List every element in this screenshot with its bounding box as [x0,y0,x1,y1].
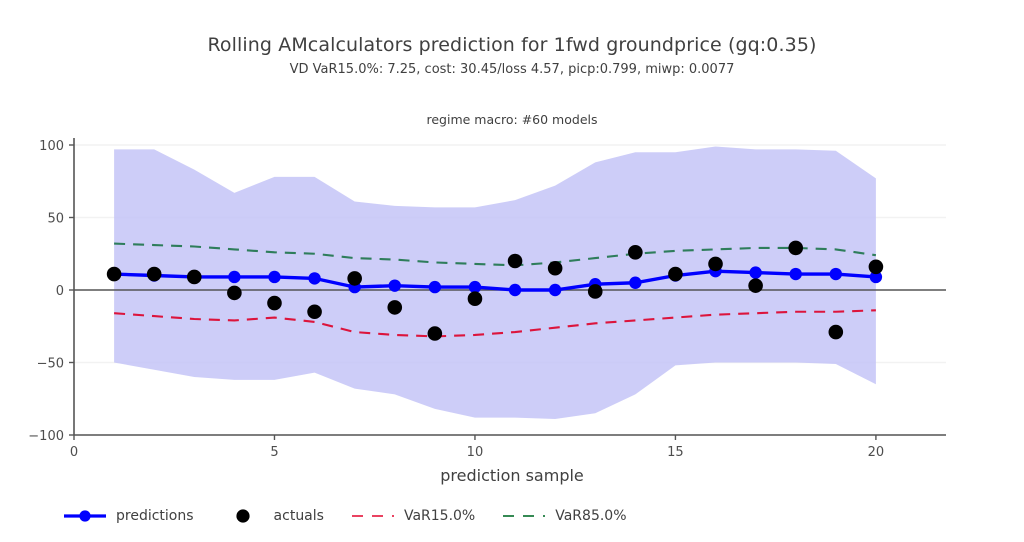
legend-label-var85: VaR85.0% [555,508,627,524]
legend-entry-actuals[interactable]: actuals [220,508,324,524]
legend-label-predictions: predictions [116,508,194,524]
legend-label-var15: VaR15.0% [403,508,476,524]
var15-line [114,309,876,338]
chart-title: Rolling AMcalculators prediction for 1fw… [207,34,817,56]
actuals-points [106,240,884,341]
legend-entry-var15[interactable]: VaR15.0% [350,508,475,524]
svg-text:−50: −50 [37,357,64,372]
chart-subtitle: VD VaR15.0%: 7.25, cost: 30.45/loss 4.57… [289,62,735,77]
svg-text:0: 0 [56,284,64,299]
line-circle-marker-icon [62,509,108,523]
var85-line [114,242,877,267]
x-axis-ticks: 0 5 10 15 20 [70,435,884,460]
svg-text:100: 100 [39,139,64,154]
dashed-line-marker-icon [501,509,547,523]
svg-text:50: 50 [47,212,64,227]
svg-text:10: 10 [467,445,484,460]
svg-text:5: 5 [270,445,278,460]
axes-title: regime macro: #60 models [426,112,598,127]
x-axis-label: prediction sample [440,466,584,485]
y-axis-ticks: 100 50 0 −50 −100 [28,139,74,444]
chart-legend: predictions actuals VaR15.0% VaR85.0% [0,508,1024,524]
legend-entry-predictions[interactable]: predictions [62,508,194,524]
svg-text:−100: −100 [28,429,64,444]
legend-label-actuals: actuals [273,508,324,524]
svg-text:20: 20 [868,445,885,460]
dashed-line-marker-icon [350,509,396,523]
prediction-interval-band [114,146,876,420]
svg-text:0: 0 [70,445,78,460]
circle-marker-icon [220,509,266,523]
svg-text:15: 15 [667,445,684,460]
legend-entry-var85[interactable]: VaR85.0% [501,508,627,524]
axis-spines [73,138,946,436]
